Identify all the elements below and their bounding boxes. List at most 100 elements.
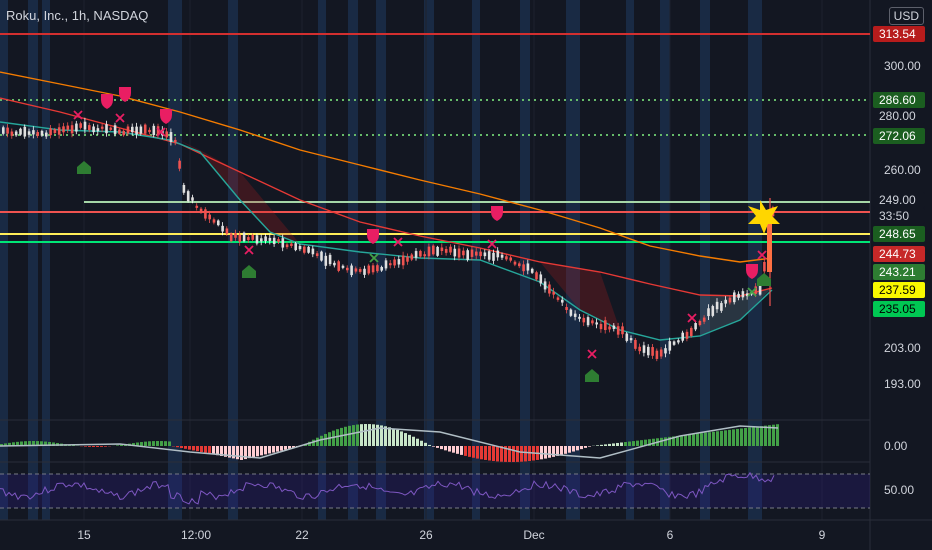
macd-bar	[584, 446, 587, 448]
candle-body	[307, 246, 310, 253]
candle-body	[745, 293, 749, 297]
candle-body	[449, 246, 452, 253]
candle-body	[83, 121, 87, 130]
macd-bar	[292, 446, 295, 448]
macd-bar	[104, 446, 107, 447]
candle-body	[440, 247, 444, 251]
price-badge-label: 313.54	[879, 27, 916, 41]
candle-body	[363, 268, 366, 275]
macd-bar	[632, 441, 635, 446]
candle-body	[251, 235, 254, 240]
macd-bar	[696, 433, 699, 446]
candle-body	[453, 248, 457, 257]
candle-body	[578, 316, 581, 319]
candle-body	[466, 250, 469, 260]
candle-body	[638, 346, 641, 352]
candle-body	[40, 130, 44, 136]
sell-cross-icon	[757, 250, 767, 260]
candle-body	[367, 265, 371, 274]
macd-signal-line	[0, 425, 779, 459]
candle-body	[616, 326, 620, 335]
candle-body	[88, 125, 91, 130]
candle-body	[45, 132, 48, 137]
candle-body	[599, 323, 603, 330]
macd-bar	[240, 446, 243, 460]
macd-bar	[344, 426, 347, 446]
candle-body	[242, 232, 246, 242]
candle-body	[629, 338, 633, 341]
candle-body	[487, 251, 491, 260]
macd-bar	[716, 431, 719, 446]
candle-body	[354, 268, 358, 272]
candle-body	[582, 317, 586, 323]
macd-bar	[644, 439, 647, 446]
macd-bar	[176, 446, 179, 448]
macd-bar	[744, 427, 747, 446]
macd-bar	[736, 428, 739, 446]
candle-body	[290, 243, 293, 246]
candle-body	[109, 127, 113, 130]
session-band	[626, 0, 634, 520]
candle-body	[341, 265, 345, 268]
macd-bar	[340, 427, 343, 446]
candle-body	[543, 281, 547, 290]
macd-bar	[0, 444, 3, 446]
macd-bar	[32, 441, 35, 446]
candle-body	[131, 126, 134, 133]
candle-body	[690, 327, 693, 337]
macd-bar	[40, 441, 43, 446]
candle-body	[135, 126, 138, 135]
session-band	[228, 0, 238, 520]
sell-cross-icon	[156, 127, 166, 137]
price-badge-bg	[873, 301, 925, 317]
candle-body	[126, 126, 130, 134]
candle-body	[333, 262, 336, 266]
candle-body	[75, 123, 78, 132]
macd-bar	[120, 444, 123, 446]
macd-histogram	[0, 424, 779, 462]
buy-signal-icon	[77, 161, 91, 174]
macd-bar	[504, 446, 507, 462]
macd-bar	[88, 446, 91, 447]
candle-body	[212, 219, 216, 223]
macd-bar	[692, 434, 695, 446]
macd-bar	[384, 426, 387, 446]
sell-cross-icon	[73, 110, 83, 120]
macd-bar	[624, 442, 627, 446]
candle-body	[182, 184, 186, 193]
macd-bar	[436, 446, 439, 448]
currency-selector[interactable]: USD	[888, 7, 924, 25]
buy-cross-icon	[369, 253, 379, 263]
candle-body	[470, 249, 474, 257]
candle-body	[711, 306, 715, 316]
macd-bar	[776, 424, 779, 446]
candle-body	[754, 286, 758, 294]
sell-cross-icon	[244, 245, 254, 255]
macd-bar	[280, 446, 283, 451]
macd-bar	[388, 427, 391, 446]
price-badge-bg	[873, 192, 925, 208]
macd-bar	[684, 435, 687, 446]
macd-bar	[508, 446, 511, 462]
candle-body	[234, 232, 237, 238]
candle-body	[642, 345, 646, 353]
macd-bar	[156, 441, 159, 446]
rsi-line	[0, 471, 775, 505]
macd-bar	[252, 446, 255, 458]
candle-body	[659, 349, 663, 357]
price-badge-label: 243.21	[879, 265, 916, 279]
macd-bar	[116, 445, 119, 446]
candle-body	[758, 285, 762, 295]
macd-bar	[204, 446, 207, 453]
macd-bar	[420, 440, 423, 446]
macd-bar	[500, 446, 503, 462]
price-badge-label: 237.59	[879, 283, 916, 297]
candle-body	[634, 339, 637, 349]
candle-body	[23, 126, 27, 137]
price-tick-label: 260.00	[884, 163, 921, 177]
candle-body	[535, 272, 538, 280]
macd-bar	[92, 446, 95, 447]
macd-bar	[488, 446, 491, 461]
time-axis-label: 12:00	[181, 528, 211, 542]
